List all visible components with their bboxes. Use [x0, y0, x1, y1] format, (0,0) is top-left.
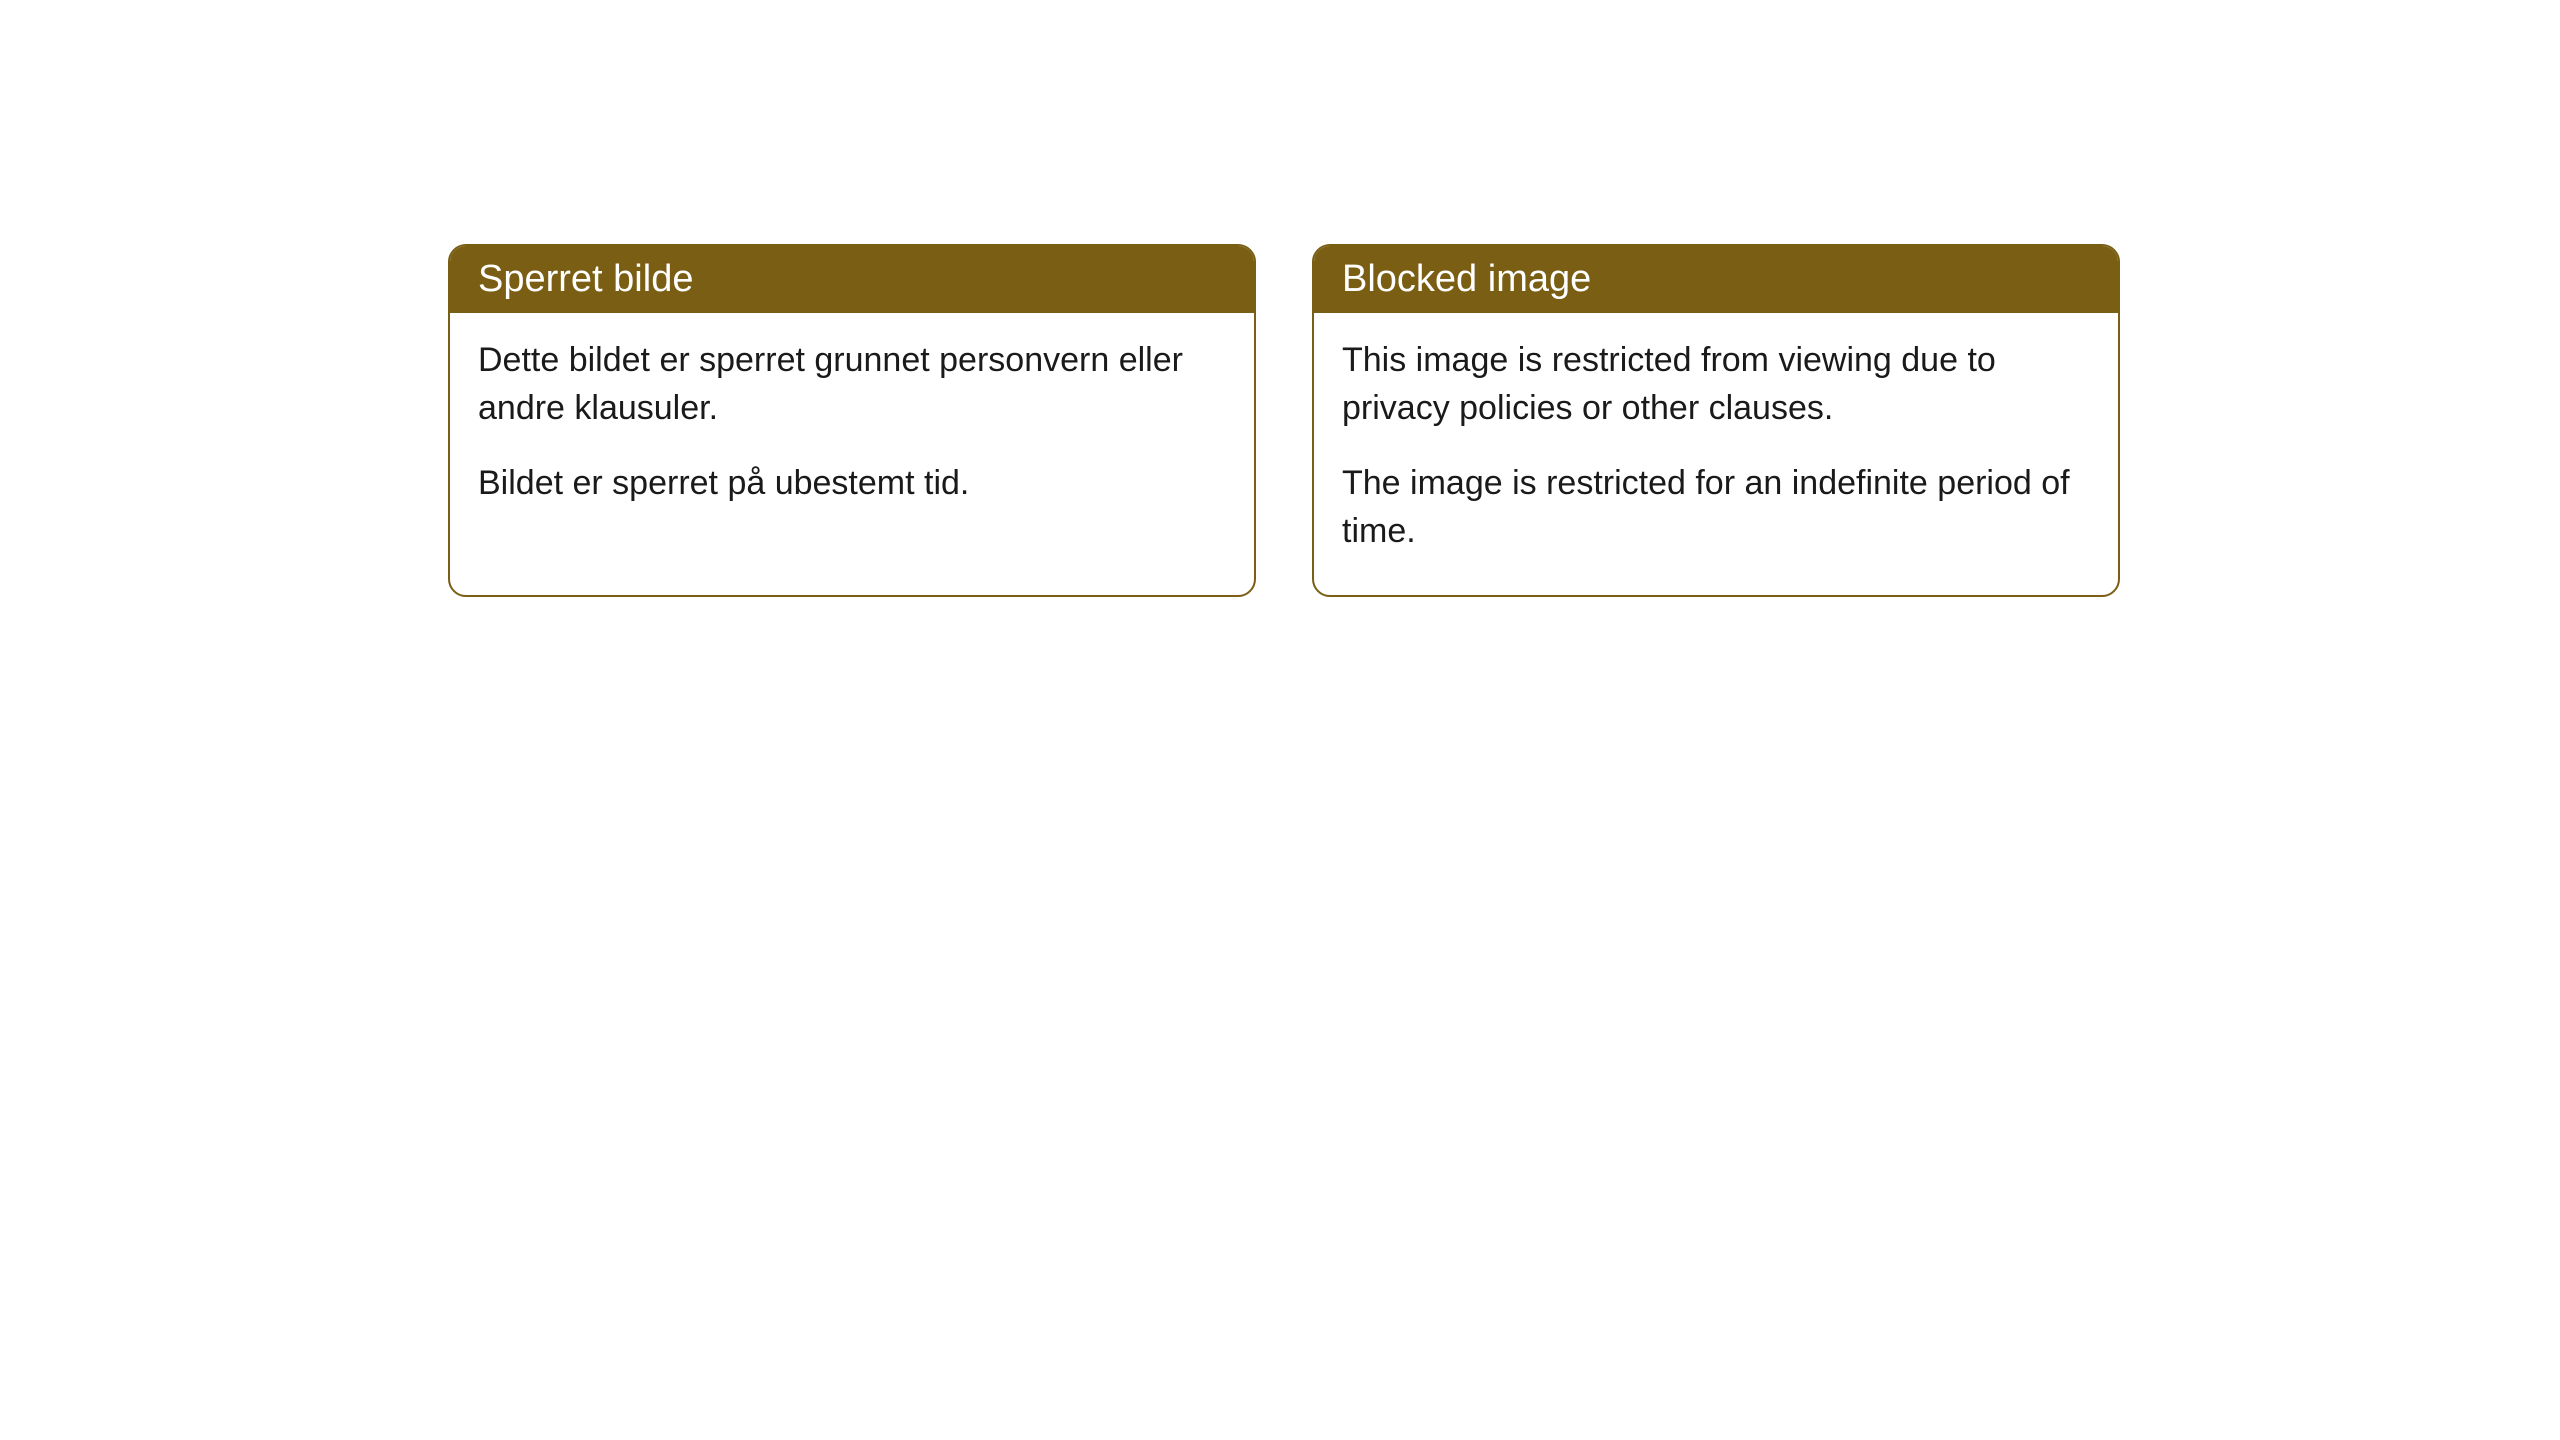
card-title: Sperret bilde — [478, 258, 693, 300]
blocked-image-card-english: Blocked image This image is restricted f… — [1312, 244, 2120, 597]
card-paragraph-1: This image is restricted from viewing du… — [1342, 337, 2090, 432]
card-paragraph-2: The image is restricted for an indefinit… — [1342, 460, 2090, 555]
card-body-english: This image is restricted from viewing du… — [1314, 313, 2118, 595]
card-header-norwegian: Sperret bilde — [450, 246, 1254, 313]
card-paragraph-2: Bildet er sperret på ubestemt tid. — [478, 460, 1226, 508]
card-paragraph-1: Dette bildet er sperret grunnet personve… — [478, 337, 1226, 432]
card-title: Blocked image — [1342, 258, 1591, 300]
notice-cards-container: Sperret bilde Dette bildet er sperret gr… — [0, 0, 2560, 597]
card-header-english: Blocked image — [1314, 246, 2118, 313]
blocked-image-card-norwegian: Sperret bilde Dette bildet er sperret gr… — [448, 244, 1256, 597]
card-body-norwegian: Dette bildet er sperret grunnet personve… — [450, 313, 1254, 548]
